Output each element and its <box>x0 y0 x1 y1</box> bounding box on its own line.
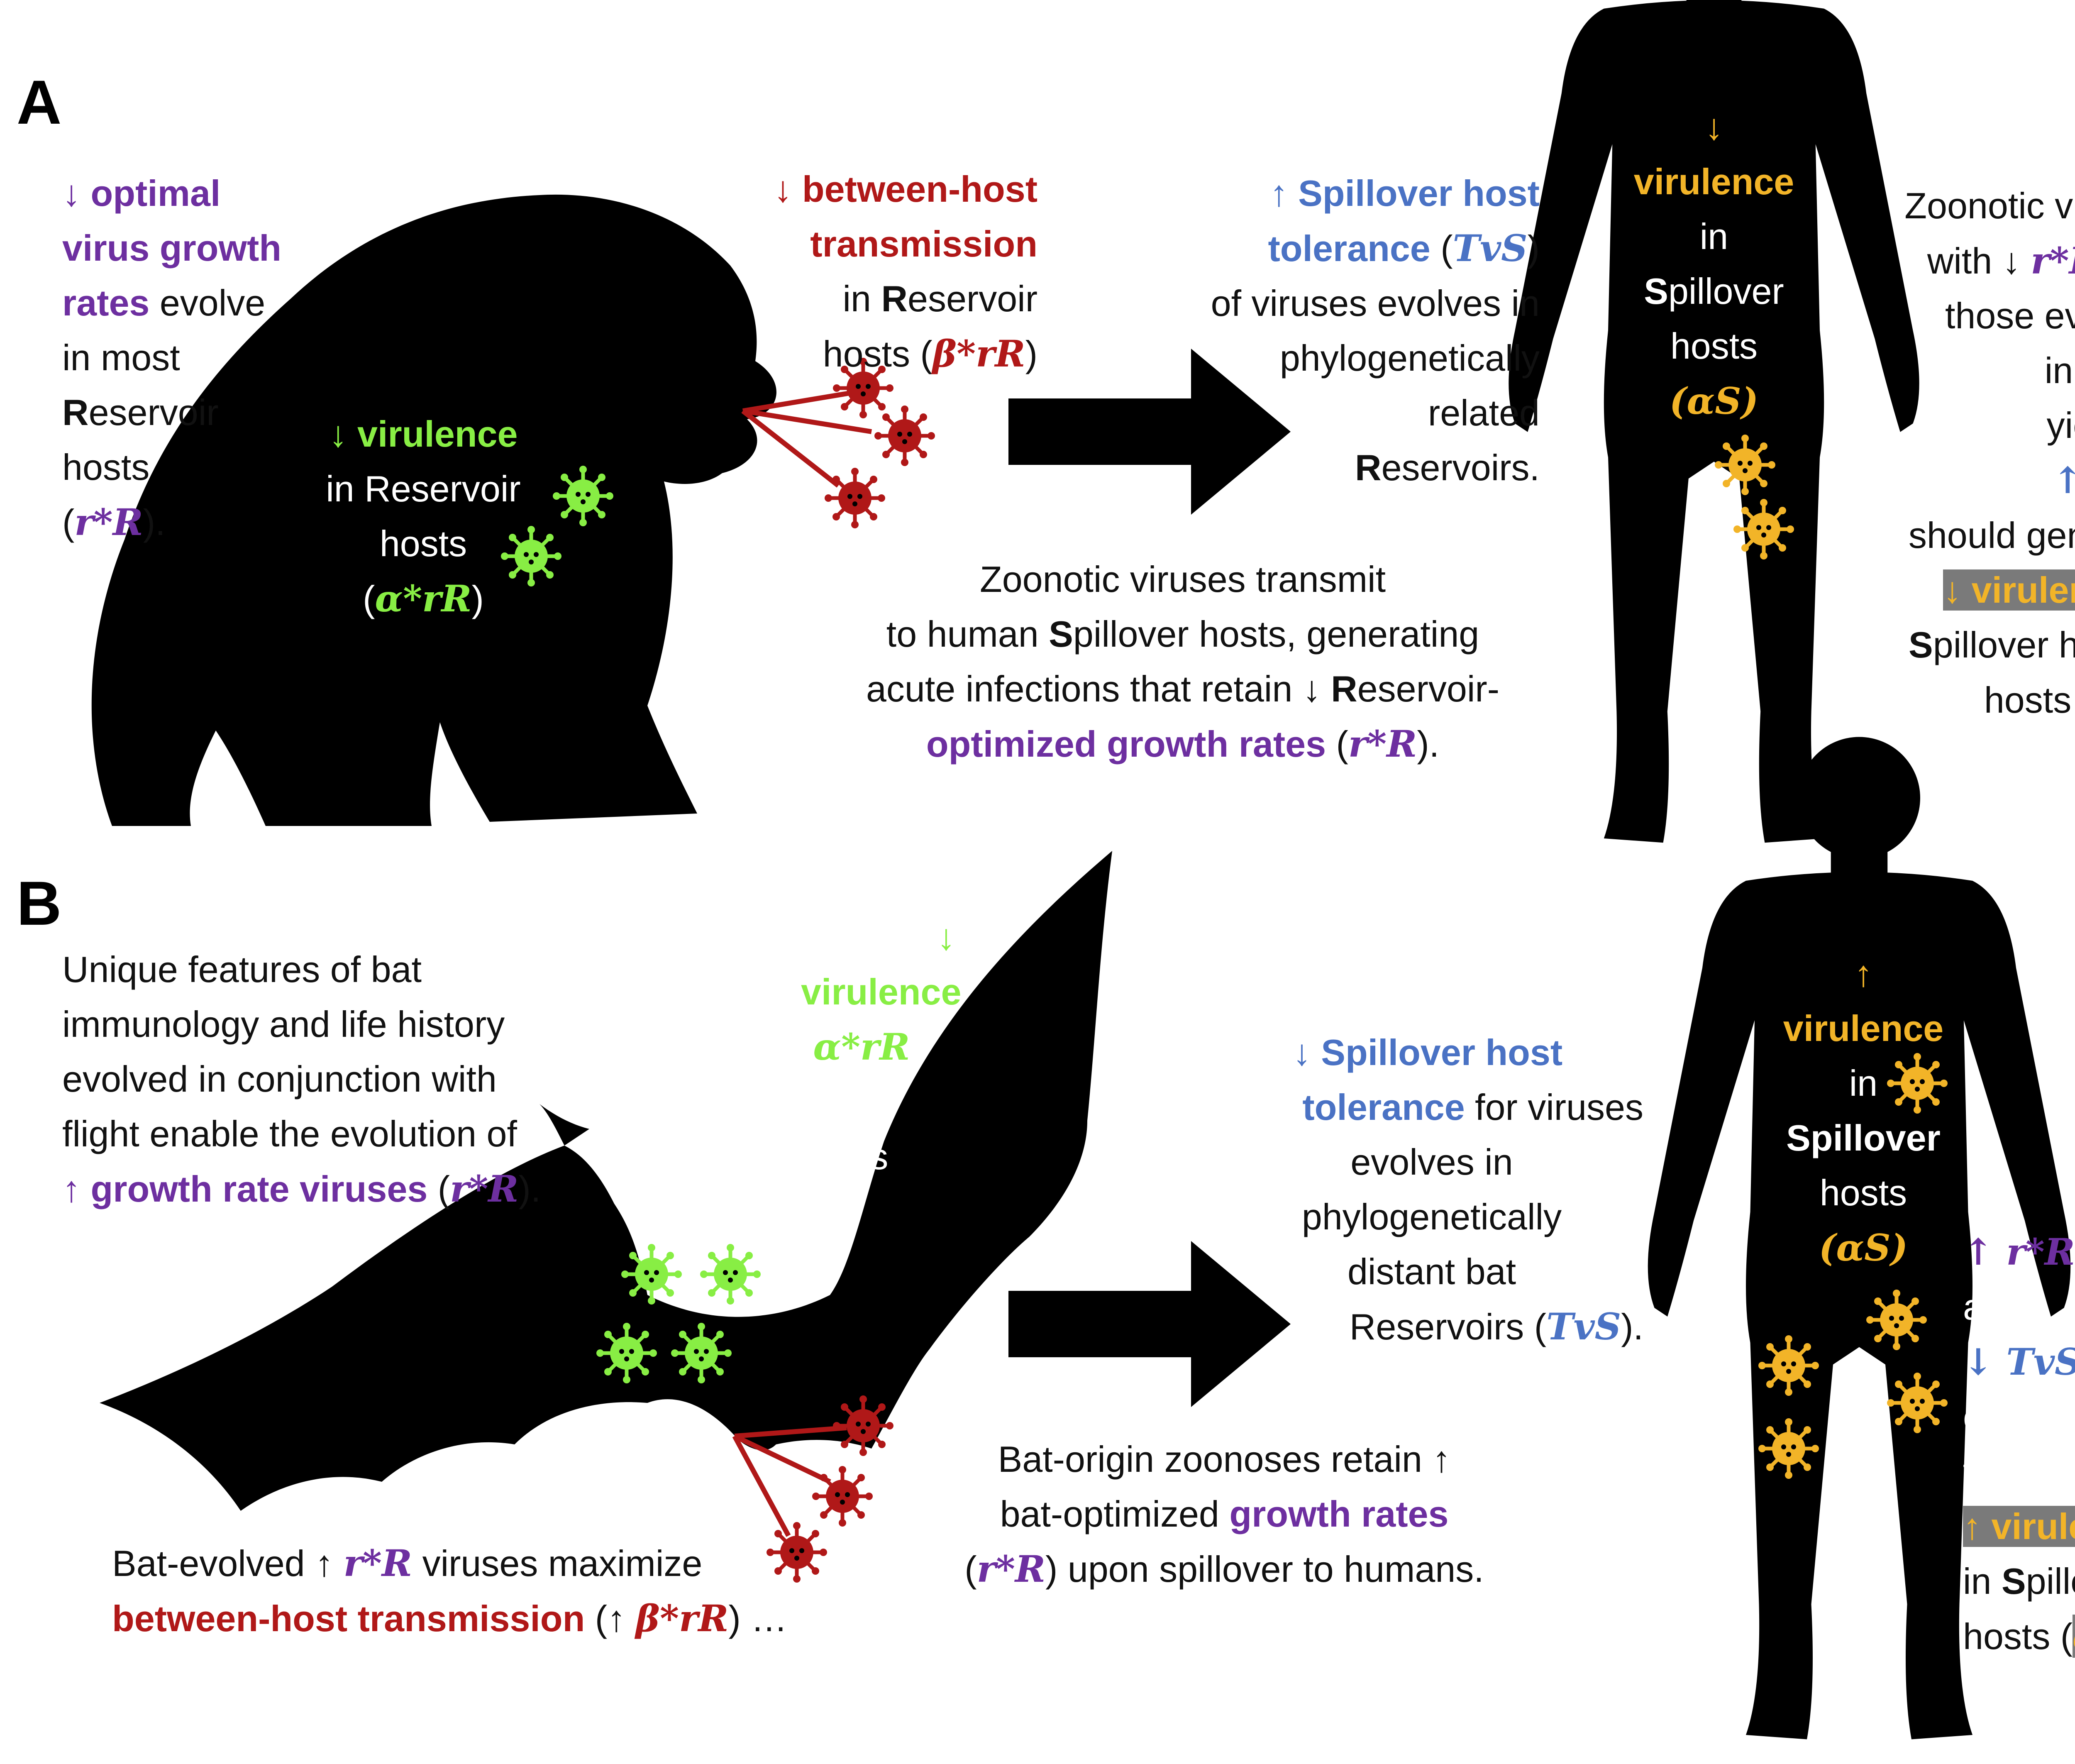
transmission-lines-a <box>741 390 872 488</box>
virus-icons-red-a <box>825 358 935 528</box>
transmission-lines-b <box>732 1425 847 1537</box>
right-arrow-icon-b <box>1008 1241 1291 1407</box>
bat-virulence-text: …while causing ↓ virulence (α*rR) in bat… <box>801 862 975 1177</box>
human-virulence-text-a: ↓ virulence in Spillover hosts (αS) <box>1633 106 1794 423</box>
growth-rate-text: ↓ optimal virus growth rates evolve in m… <box>62 173 282 544</box>
retain-text: Bat-origin zoonoses retain ↑ bat-optimiz… <box>964 1439 1484 1591</box>
conclusion-text-a: Zoonotic viruses with ↓ r*R and those ev… <box>1784 178 2075 728</box>
bat-silhouette <box>100 851 1112 1511</box>
transmission-text: ↓ between-host transmission in Reservoir… <box>774 169 1038 375</box>
tolerance-text-b: ↓ Spillover host tolerance for viruses e… <box>1292 1032 1643 1348</box>
gorilla-silhouette <box>91 194 776 826</box>
transmit-text: Zoonotic viruses transmit to human Spill… <box>866 559 1500 765</box>
bat-evolved-text: Bat-evolved ↑ r*R viruses maximize betwe… <box>112 1542 788 1640</box>
human-virulence-text-b: ↑ virulence in Spillover hosts (αS) <box>1783 953 1944 1269</box>
conclusion-text-b-dark: ↑ r*R and ↓ TvS combine to yield ↑ virul… <box>1963 1224 2075 1664</box>
right-arrow-icon <box>1008 349 1291 515</box>
panel-label-b: B <box>17 868 62 938</box>
panel-label-a: A <box>17 67 62 137</box>
bat-features-text: Unique features of bat immunology and li… <box>62 949 541 1210</box>
reservoir-virulence-text: ↓ virulence in Reservoir hosts (α*rR) <box>326 413 521 620</box>
tolerance-text-a: ↑ Spillover host tolerance (TvS) of viru… <box>1211 173 1540 488</box>
